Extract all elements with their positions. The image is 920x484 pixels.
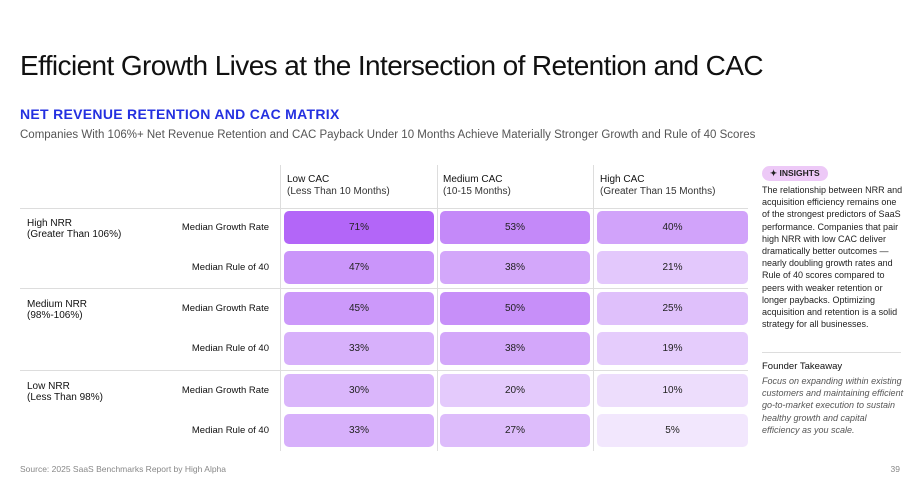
metric-label: Median Growth Rate xyxy=(181,385,269,396)
heatmap-cell: 5% xyxy=(597,414,748,447)
column-sublabel: (Greater Than 15 Months) xyxy=(600,186,716,197)
page-title: Efficient Growth Lives at the Intersecti… xyxy=(20,50,764,81)
metric-label: Median Growth Rate xyxy=(181,303,269,314)
row-group-sub: (Greater Than 106%) xyxy=(27,229,122,240)
source-note: Source: 2025 SaaS Benchmarks Report by H… xyxy=(20,464,227,474)
column-divider xyxy=(280,165,281,451)
heatmap-cell: 38% xyxy=(440,251,590,284)
row-group-sub: (Less Than 98%) xyxy=(27,392,103,403)
row-group-header: Medium NRR (98%-106%) xyxy=(27,299,87,321)
divider xyxy=(762,352,901,353)
row-group-label: Low NRR xyxy=(27,381,70,392)
row-group-header: High NRR (Greater Than 106%) xyxy=(27,218,121,240)
heatmap-cell: 10% xyxy=(597,374,748,407)
row-group-header: Low NRR (Less Than 98%) xyxy=(27,381,103,403)
description: Companies With 106%+ Net Revenue Retenti… xyxy=(20,129,756,141)
heatmap-cell: 71% xyxy=(284,211,434,244)
row-divider xyxy=(20,208,748,209)
column-header: Low CAC (Less Than 10 Months) xyxy=(287,174,390,198)
row-divider xyxy=(20,370,748,371)
metric-label: Median Rule of 40 xyxy=(191,262,269,273)
column-label: Low CAC xyxy=(287,174,330,185)
metric-label: Median Rule of 40 xyxy=(191,425,269,436)
takeaway-text: Focus on expanding within existing custo… xyxy=(762,376,904,435)
heatmap-cell: 47% xyxy=(284,251,434,284)
heatmap-cell: 27% xyxy=(440,414,590,447)
metric-label: Median Rule of 40 xyxy=(191,343,269,354)
row-group-label: Medium NRR xyxy=(27,299,88,310)
takeaway-title: Founder Takeaway xyxy=(762,361,843,372)
heatmap-cell: 33% xyxy=(284,332,434,365)
column-sublabel: (Less Than 10 Months) xyxy=(287,186,390,197)
column-divider xyxy=(437,165,438,451)
column-header: Medium CAC (10-15 Months) xyxy=(443,174,511,198)
sparkle-icon: ✦ xyxy=(770,168,780,178)
heatmap-cell: 50% xyxy=(440,292,590,325)
heatmap-cell: 21% xyxy=(597,251,748,284)
heatmap-cell: 38% xyxy=(440,332,590,365)
page-number: 39 xyxy=(890,464,900,474)
heatmap-cell: 33% xyxy=(284,414,434,447)
heatmap-cell: 25% xyxy=(597,292,748,325)
heatmap-cell: 40% xyxy=(597,211,748,244)
heatmap-cell: 53% xyxy=(440,211,590,244)
column-sublabel: (10-15 Months) xyxy=(443,186,511,197)
row-group-label: High NRR xyxy=(27,218,73,229)
heatmap-cell: 30% xyxy=(284,374,434,407)
heatmap-cell: 20% xyxy=(440,374,590,407)
insights-text: The relationship between NRR and acquisi… xyxy=(762,185,903,330)
column-label: High CAC xyxy=(600,174,645,185)
column-label: Medium CAC xyxy=(443,174,503,185)
row-group-sub: (98%-106%) xyxy=(27,310,83,321)
column-header: High CAC (Greater Than 15 Months) xyxy=(600,174,715,198)
insights-badge: ✦ INSIGHTS xyxy=(762,166,828,181)
row-divider xyxy=(20,288,748,289)
insights-badge-label: INSIGHTS xyxy=(779,168,820,178)
heatmap-cell: 45% xyxy=(284,292,434,325)
section-subtitle: NET REVENUE RETENTION AND CAC MATRIX xyxy=(20,106,340,122)
metric-label: Median Growth Rate xyxy=(181,222,269,233)
heatmap-cell: 19% xyxy=(597,332,748,365)
column-divider xyxy=(593,165,594,451)
